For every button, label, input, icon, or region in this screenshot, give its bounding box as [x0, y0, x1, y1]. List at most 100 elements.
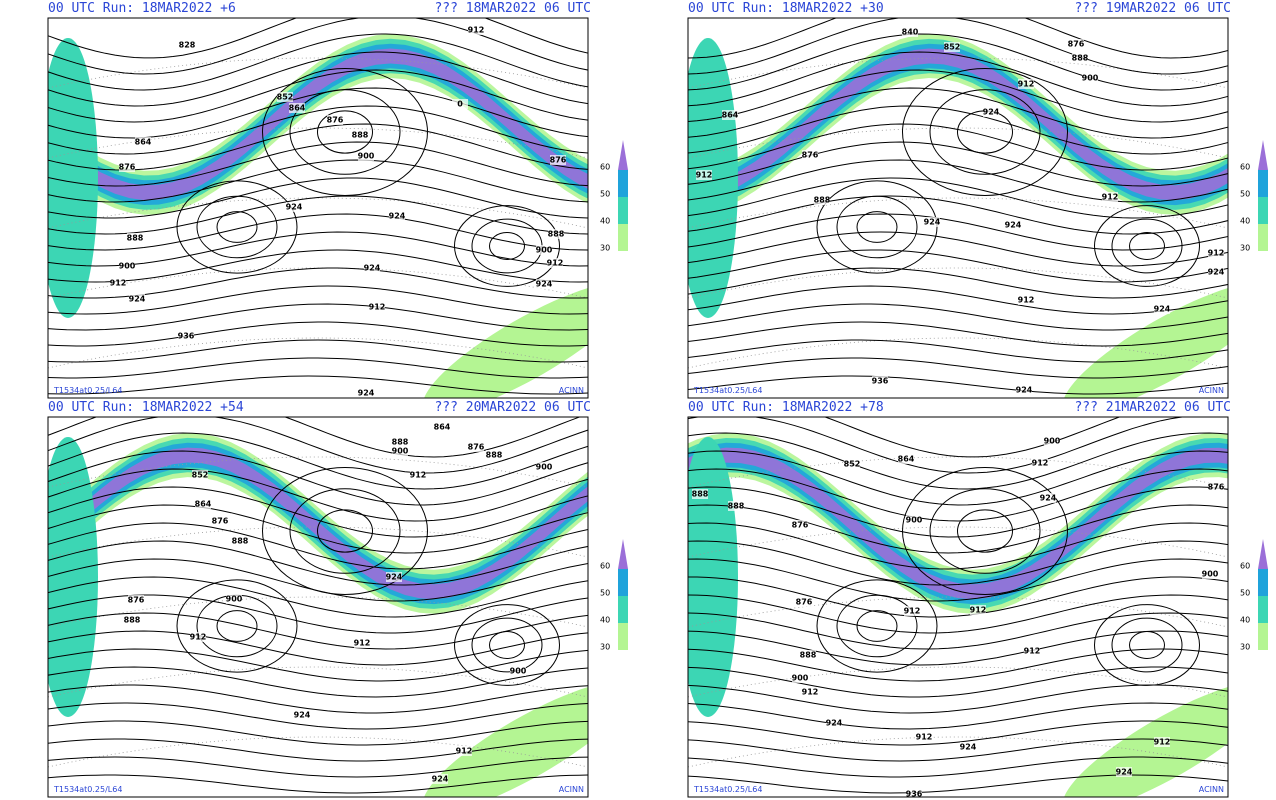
contour — [48, 69, 588, 123]
run-header: 00 UTC Run: 18MAR2022 +30 — [688, 1, 884, 16]
contour — [48, 648, 588, 682]
label-bg — [550, 155, 566, 165]
contour-label: 876 — [792, 521, 809, 530]
label-bg — [1082, 73, 1098, 83]
label-bg — [792, 520, 808, 530]
contour-label: 864 — [195, 500, 212, 509]
contour-label: 900 — [226, 595, 243, 604]
model-label: T1534at0.25/L64 — [53, 386, 122, 395]
contour-label: 900 — [1202, 570, 1219, 579]
jet-shading — [48, 38, 98, 318]
legend-swatch — [618, 224, 628, 251]
legend-swatch — [618, 140, 628, 170]
legend-label: 30 — [1240, 244, 1250, 253]
contour — [688, 504, 1228, 554]
contour — [688, 666, 1228, 698]
contour — [454, 604, 560, 686]
legend-swatch — [618, 539, 628, 569]
contour-label: 888 — [486, 451, 503, 460]
contour — [48, 666, 588, 698]
contour-label: 888 — [124, 616, 141, 625]
label-bg — [358, 388, 374, 398]
contour — [688, 177, 1228, 219]
label-bg — [110, 278, 126, 288]
contour-label: 936 — [872, 377, 889, 386]
jet-shading — [48, 447, 588, 600]
map-panel: 840 852 876 888 900 912 864 876 912 888 924 924 912 9… — [688, 18, 1228, 398]
contour — [48, 468, 588, 522]
label-bg — [456, 746, 472, 756]
contour — [688, 720, 1228, 746]
contour — [836, 195, 918, 259]
contour-label: 924 — [826, 719, 843, 728]
contour — [48, 51, 588, 107]
credit-label: ACINN — [1199, 785, 1224, 794]
contour — [688, 774, 1228, 794]
label-bg — [904, 606, 920, 616]
label-bg — [796, 597, 812, 607]
contour — [856, 211, 898, 243]
label-bg — [800, 650, 816, 660]
map-panel: 8648888768889009009128528648768888768889… — [48, 417, 588, 797]
contour — [48, 450, 588, 506]
contour — [471, 617, 543, 673]
legend-label: 30 — [1240, 643, 1250, 652]
legend-swatch — [618, 623, 628, 650]
contour — [688, 432, 1228, 490]
graticule — [48, 596, 588, 628]
contour-label: 900 — [906, 516, 923, 525]
contour — [688, 33, 1228, 91]
contour-label: 924 — [536, 280, 553, 289]
contour — [48, 738, 588, 762]
contour — [48, 720, 588, 746]
label-bg — [1032, 458, 1048, 468]
contour — [48, 684, 588, 714]
label-bg — [212, 516, 228, 526]
legend-label: 60 — [1240, 562, 1250, 571]
label-bg — [510, 666, 526, 676]
label-bg — [1116, 767, 1132, 777]
graticule — [48, 337, 588, 369]
contour-label: 864 — [434, 423, 451, 432]
contour — [262, 68, 428, 196]
jet-shading — [48, 48, 588, 201]
graticule — [688, 596, 1228, 628]
contour-label: 888 — [232, 537, 249, 546]
legend-swatch — [1258, 623, 1268, 650]
legend-swatch — [1258, 197, 1268, 224]
contour — [816, 579, 938, 673]
label-bg — [1005, 220, 1021, 230]
label-bg — [902, 27, 918, 37]
label-bg — [1068, 39, 1084, 49]
label-bg — [232, 536, 248, 546]
model-label: T1534at0.25/L64 — [693, 386, 762, 395]
contour — [48, 486, 588, 538]
legend-label: 60 — [1240, 163, 1250, 172]
contour-label: 876 — [1068, 40, 1085, 49]
map-panel: 828 852 864 876 888 900 912 0 864 876 924 888 900 912… — [48, 18, 588, 398]
valid-header: ??? 18MAR2022 06 UTC — [434, 1, 591, 16]
label-bg — [190, 632, 206, 642]
label-bg — [119, 261, 135, 271]
contour — [688, 231, 1228, 267]
contour-label: 876 — [212, 517, 229, 526]
run-header: 00 UTC Run: 18MAR2022 +54 — [48, 400, 244, 415]
credit-label: ACINN — [559, 386, 584, 395]
legend-label: 40 — [600, 217, 610, 226]
contour — [688, 756, 1228, 778]
label-bg — [1208, 267, 1224, 277]
contour — [688, 303, 1228, 331]
label-bg — [1024, 646, 1040, 656]
contour-label: 852 — [944, 43, 961, 52]
contour — [688, 468, 1228, 522]
graticule — [688, 337, 1228, 369]
contour — [48, 540, 588, 586]
valid-header: ??? 21MAR2022 06 UTC — [1074, 400, 1231, 415]
label-bg — [432, 774, 448, 784]
contour — [688, 321, 1228, 347]
contour — [289, 89, 401, 175]
contour — [48, 141, 588, 187]
graticule — [48, 57, 588, 89]
label-bg — [410, 470, 426, 480]
legend-swatch — [1258, 539, 1268, 569]
